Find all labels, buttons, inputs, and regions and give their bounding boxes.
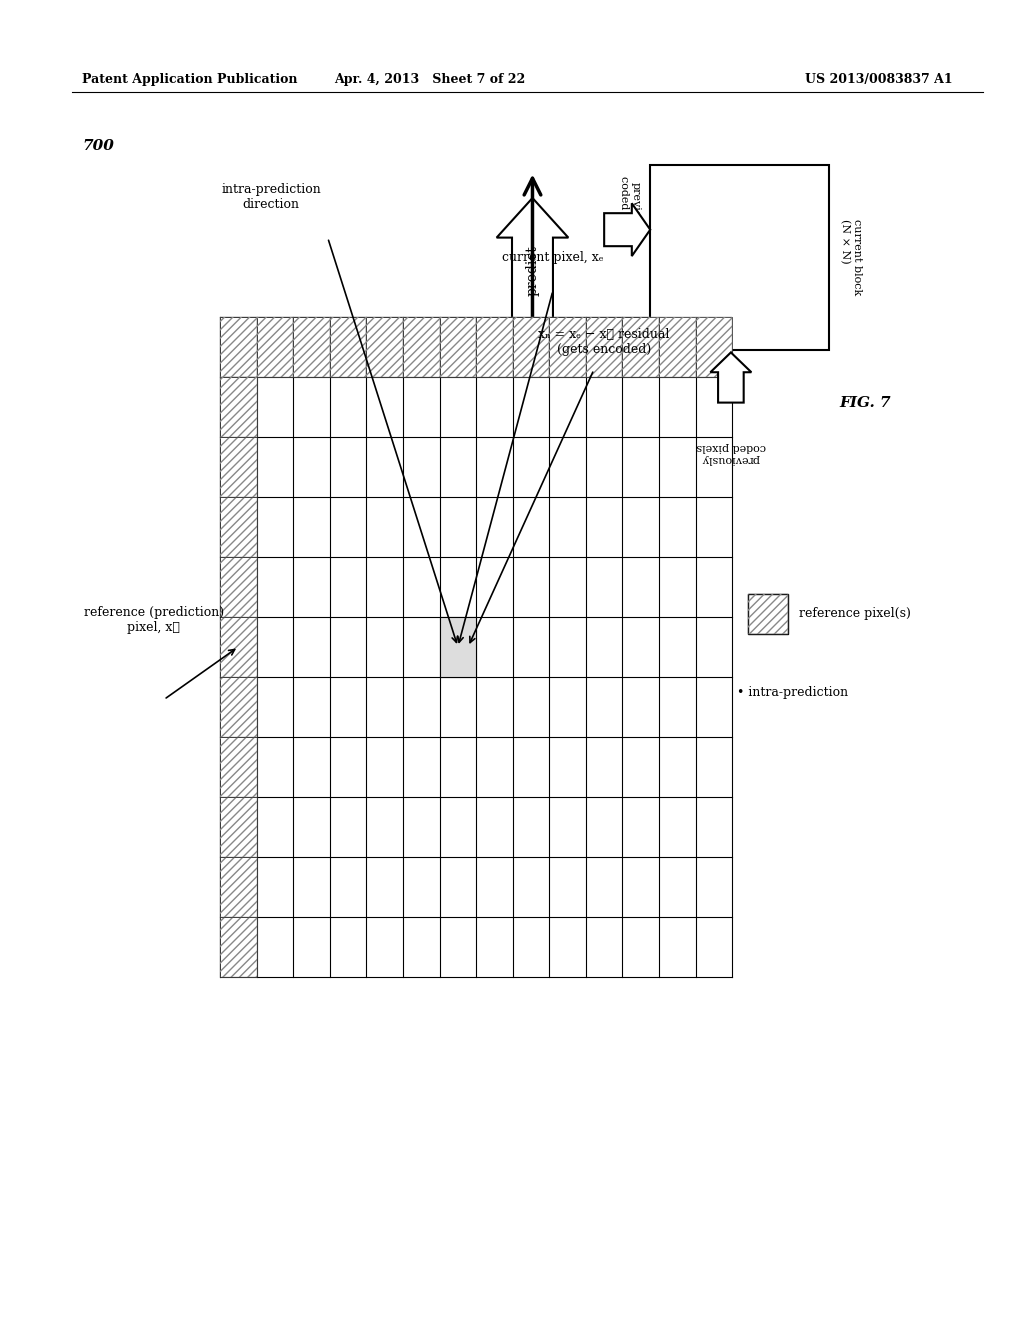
Bar — [293, 317, 330, 376]
Bar — [220, 737, 257, 797]
Text: previously
coded pixels: previously coded pixels — [618, 177, 641, 246]
Bar — [549, 317, 586, 376]
Text: FIG. 7: FIG. 7 — [840, 396, 891, 411]
Text: 700: 700 — [82, 139, 114, 153]
Text: xₙ = xₑ − x⁐ residual
(gets encoded): xₙ = xₑ − x⁐ residual (gets encoded) — [539, 329, 670, 356]
Text: previously
coded pixels: previously coded pixels — [696, 442, 766, 463]
Bar — [220, 677, 257, 737]
Bar — [659, 317, 695, 376]
Bar — [220, 616, 257, 677]
Bar — [220, 917, 257, 977]
Bar — [330, 317, 367, 376]
Bar — [623, 317, 659, 376]
Bar — [330, 317, 367, 376]
Bar — [659, 317, 695, 376]
Bar — [220, 797, 257, 857]
Bar — [439, 317, 476, 376]
Bar — [220, 437, 257, 496]
Bar — [586, 317, 623, 376]
Bar — [623, 317, 659, 376]
Bar — [220, 797, 257, 857]
Bar — [367, 317, 403, 376]
FancyArrow shape — [497, 198, 568, 370]
Bar — [748, 594, 788, 634]
Bar — [220, 376, 257, 437]
Bar — [476, 317, 513, 376]
Bar — [748, 594, 788, 634]
Text: current block
(N × N): current block (N × N) — [840, 219, 861, 296]
Bar — [695, 317, 732, 376]
Bar — [403, 317, 439, 376]
Bar — [439, 616, 476, 677]
Bar — [220, 616, 257, 677]
Bar — [549, 317, 586, 376]
Text: • intra-prediction: • intra-prediction — [737, 686, 849, 700]
Bar — [403, 317, 439, 376]
Bar — [257, 317, 293, 376]
FancyArrow shape — [604, 203, 650, 256]
Bar — [220, 317, 257, 376]
Text: reference pixel(s): reference pixel(s) — [799, 607, 910, 620]
Bar — [220, 317, 257, 376]
Bar — [220, 557, 257, 616]
Bar — [220, 677, 257, 737]
Text: Apr. 4, 2013   Sheet 7 of 22: Apr. 4, 2013 Sheet 7 of 22 — [335, 73, 525, 86]
Text: Patent Application Publication: Patent Application Publication — [82, 73, 297, 86]
FancyArrow shape — [711, 352, 752, 403]
Text: US 2013/0083837 A1: US 2013/0083837 A1 — [805, 73, 952, 86]
Bar — [367, 317, 403, 376]
Bar — [220, 857, 257, 917]
Bar — [220, 857, 257, 917]
Bar — [586, 317, 623, 376]
Bar — [476, 317, 513, 376]
Bar — [220, 437, 257, 496]
Bar — [293, 317, 330, 376]
Bar — [220, 376, 257, 437]
Bar — [695, 317, 732, 376]
Bar — [220, 496, 257, 557]
Bar — [257, 317, 293, 376]
Text: current pixel, xₑ: current pixel, xₑ — [502, 251, 604, 264]
Bar — [439, 317, 476, 376]
Bar — [513, 317, 549, 376]
Bar — [220, 917, 257, 977]
Bar — [220, 557, 257, 616]
Bar — [220, 496, 257, 557]
Text: predict: predict — [525, 246, 540, 296]
Bar — [513, 317, 549, 376]
Bar — [220, 737, 257, 797]
Text: intra-prediction
direction: intra-prediction direction — [221, 183, 322, 211]
Bar — [650, 165, 829, 350]
Text: reference (prediction)
pixel, x⁐: reference (prediction) pixel, x⁐ — [84, 606, 223, 634]
